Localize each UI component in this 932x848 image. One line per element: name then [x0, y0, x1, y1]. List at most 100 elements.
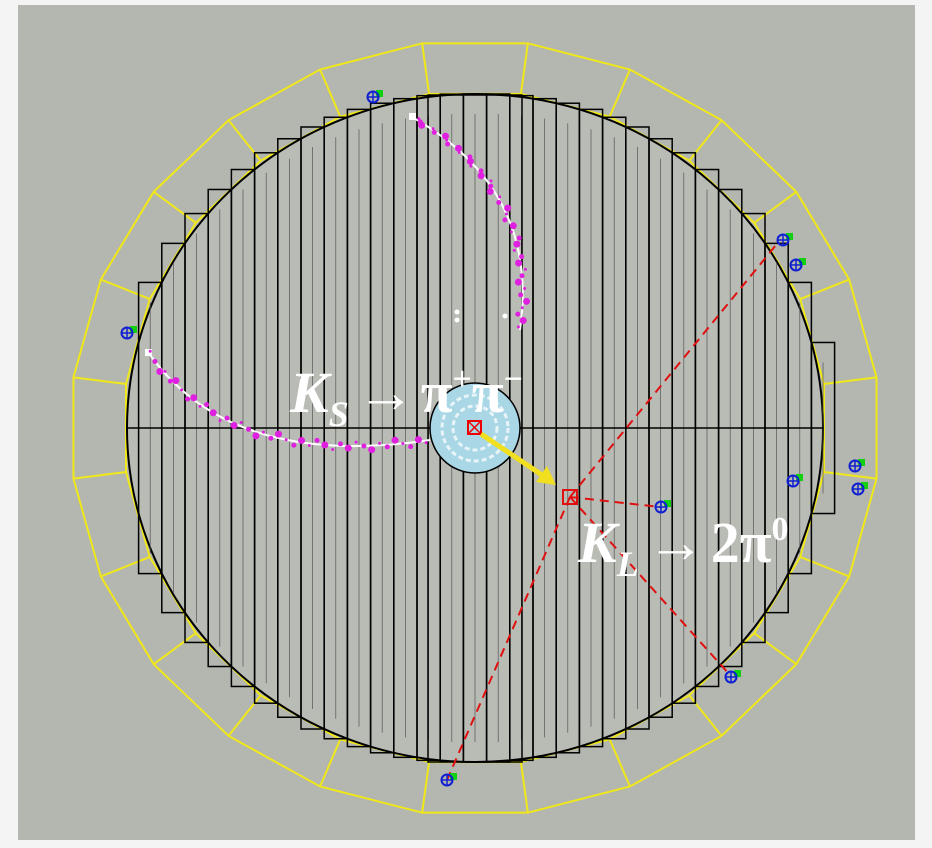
hit [337, 441, 343, 447]
hit [230, 421, 238, 429]
hit [515, 311, 521, 317]
hit [284, 438, 288, 442]
hit [391, 436, 399, 444]
cluster [851, 482, 865, 496]
hit [445, 138, 449, 142]
ring-divider [153, 190, 197, 224]
ring-divider [823, 376, 877, 386]
track-start [145, 349, 152, 356]
hit [445, 141, 451, 147]
hit [321, 441, 329, 449]
hit [414, 436, 422, 444]
hit [378, 441, 382, 445]
hit [298, 436, 306, 444]
hit [469, 164, 473, 168]
hit [156, 368, 164, 376]
cluster-cross [788, 476, 798, 486]
cluster-cross [122, 328, 132, 338]
hit [454, 317, 460, 323]
cluster [786, 474, 800, 488]
cluster-cell [450, 773, 457, 780]
hit [198, 404, 202, 408]
hit [354, 440, 358, 444]
track-start [409, 113, 416, 120]
hit [163, 369, 167, 373]
photon-lines [446, 244, 777, 781]
hit [496, 199, 502, 205]
hit [523, 267, 527, 271]
hit [224, 415, 230, 421]
hit [514, 278, 522, 286]
ring-divider [753, 190, 797, 224]
cluster-cell [376, 90, 383, 97]
hit [466, 157, 474, 165]
cluster-cross [853, 484, 863, 494]
drift-hits [148, 117, 531, 454]
ring-divider [608, 738, 631, 787]
hit [454, 309, 460, 315]
hit [489, 179, 493, 183]
hit [344, 444, 352, 452]
hit [478, 168, 484, 174]
photon-line [569, 244, 777, 498]
hit [314, 437, 320, 443]
hit [498, 195, 502, 199]
hit [172, 377, 180, 385]
hit [513, 240, 521, 248]
cluster-cross [368, 92, 378, 102]
photon-line [446, 496, 571, 781]
cluster-cross [442, 775, 452, 785]
hit [417, 117, 421, 121]
ring-divider [823, 470, 877, 480]
hit [418, 121, 426, 129]
cluster-cell [796, 474, 803, 481]
hit [307, 443, 311, 447]
cluster-cell [664, 500, 671, 507]
kl-arrowhead [536, 466, 556, 485]
hit [457, 150, 461, 154]
cluster [776, 233, 790, 247]
hit [512, 248, 516, 252]
cluster-cell [799, 258, 806, 265]
ring-divider [153, 632, 197, 666]
hit [246, 426, 252, 432]
hit [361, 443, 367, 449]
hit [509, 222, 517, 230]
hit [502, 217, 508, 223]
hit [523, 287, 527, 291]
kl-vertex [562, 489, 578, 505]
hit [261, 430, 265, 434]
clusters [120, 90, 868, 787]
cluster [440, 773, 454, 787]
kl-decay-label: KL → 2π0 [577, 510, 788, 584]
hit [502, 313, 508, 319]
hit [190, 394, 198, 402]
ring-divider [799, 556, 850, 578]
hit [185, 396, 191, 402]
ring-divider [73, 470, 127, 480]
ring-divider [100, 556, 151, 578]
hit [180, 388, 184, 392]
ring-divider [319, 738, 342, 787]
cluster-cross [656, 502, 666, 512]
cluster-cross [850, 461, 860, 471]
cluster-cell [861, 482, 868, 489]
cluster-cross [791, 260, 801, 270]
hit [519, 316, 527, 324]
hit [401, 441, 405, 445]
hit [519, 254, 525, 260]
cluster-cross [726, 672, 736, 682]
hit [504, 204, 512, 212]
ring-divider [608, 69, 631, 118]
hit [509, 230, 513, 234]
ring-divider [519, 43, 529, 95]
hit [523, 297, 531, 305]
cluster [654, 500, 668, 514]
hit [408, 444, 414, 450]
cluster-cell [858, 459, 865, 466]
cluster-cell [130, 326, 137, 333]
ks-vertex-cross [467, 420, 482, 435]
hit [218, 419, 222, 423]
hit [520, 306, 524, 310]
